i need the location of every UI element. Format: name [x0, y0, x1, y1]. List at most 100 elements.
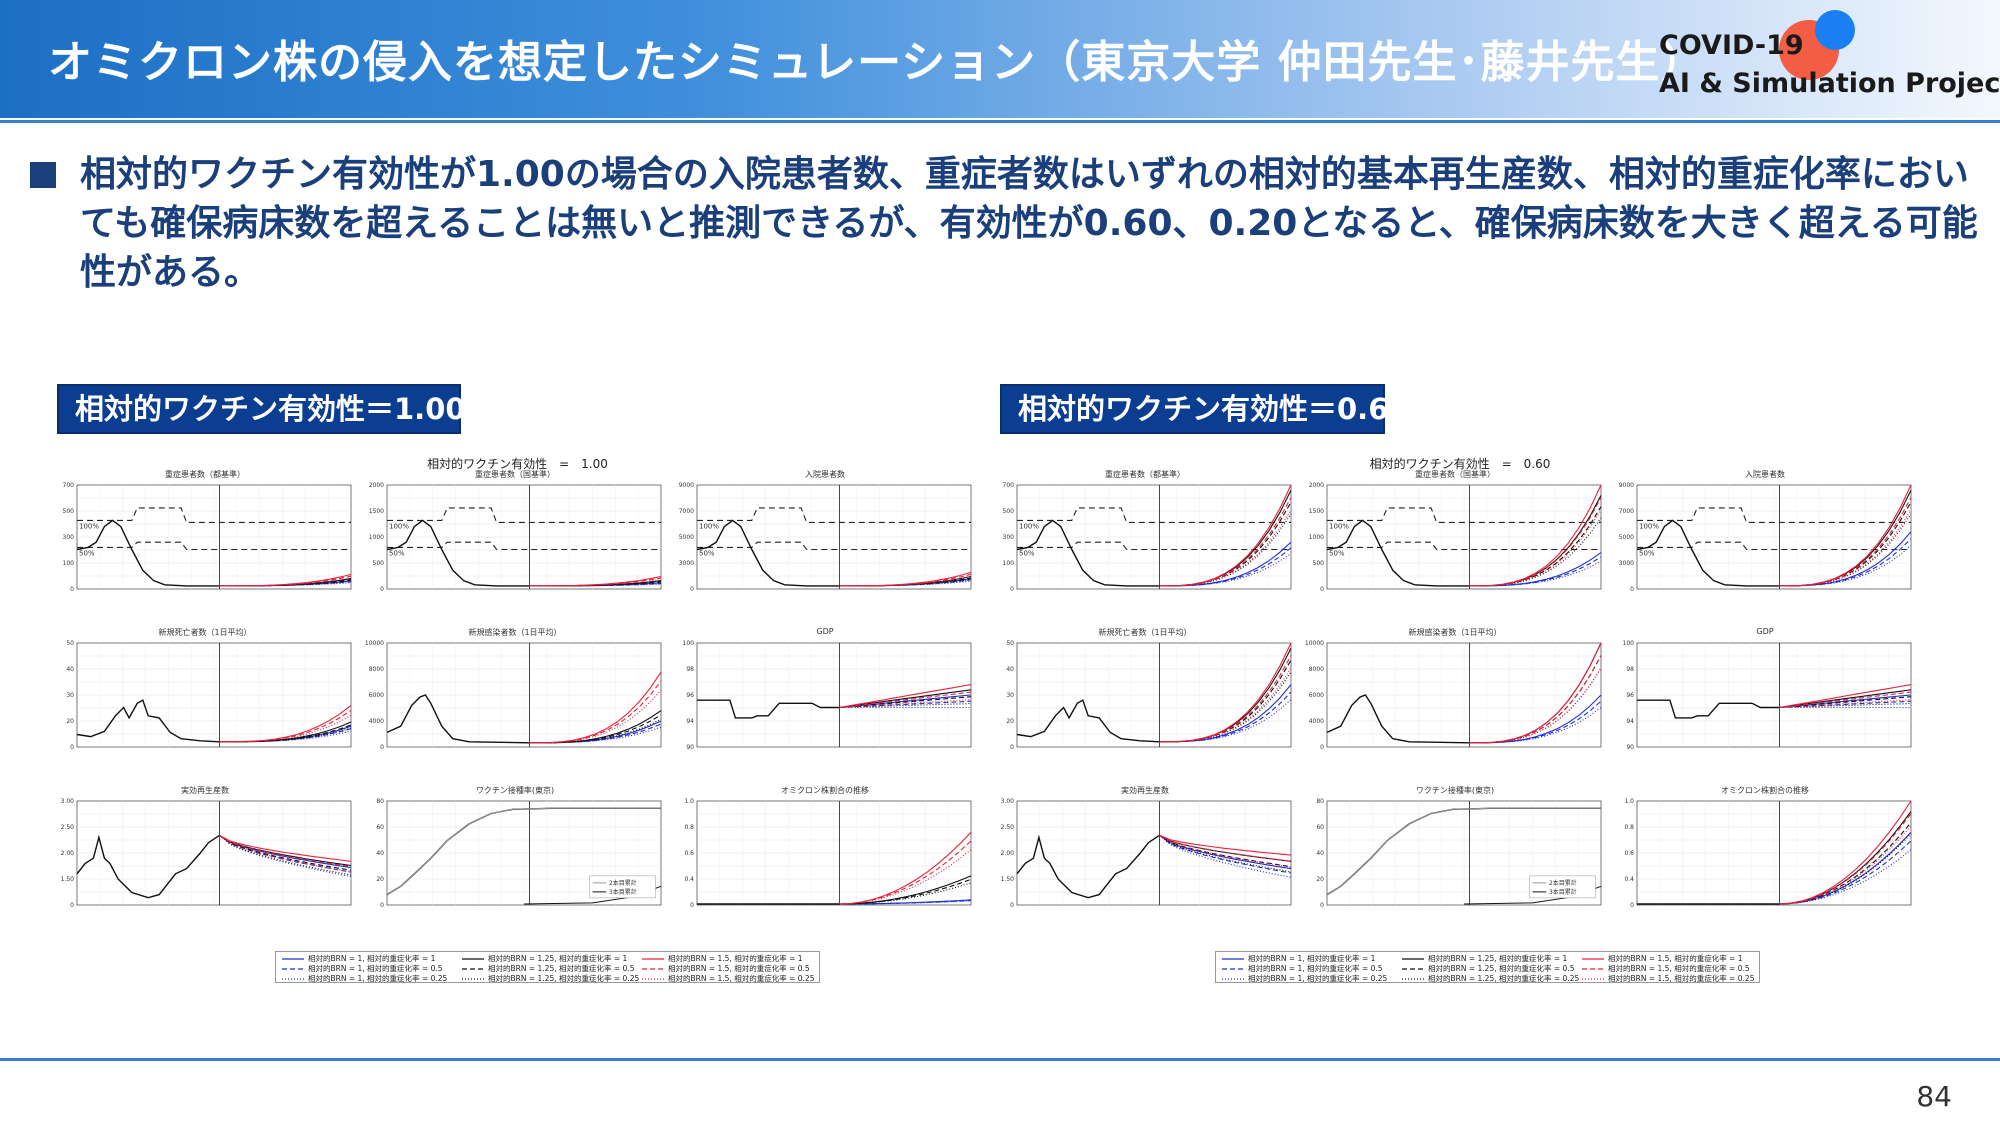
legend-swatch	[1402, 978, 1424, 980]
y-tick-label: 2.50	[1001, 824, 1015, 831]
bed-capacity-50-line	[387, 541, 661, 551]
bed-50-label: 50%	[389, 549, 405, 557]
y-tick-label: 80	[376, 798, 384, 805]
subplot: GDP 100 98 96 94 90	[1615, 627, 1915, 769]
subplot-svg: 3.00 2.50 2.00 1.50 0	[61, 798, 352, 909]
logo-blue-circle	[1815, 10, 1855, 50]
legend-item: 相対的BRN = 1.25, 相対的重症化率 = 0.25	[1402, 973, 1579, 984]
subplot: 重症患者数（都基準） 100% 50% 700 500 300 100 0	[55, 470, 355, 611]
legend-item-label: 相対的BRN = 1.5, 相対的重症化率 = 0.5	[668, 964, 810, 973]
history-series	[1637, 699, 1780, 719]
y-tick-label: 7000	[1619, 508, 1634, 515]
bed-capacity-50-line	[1637, 541, 1911, 551]
subplot: 入院患者数 100% 50% 9000 7000 5000 3000 0	[675, 470, 975, 611]
history-series	[1326, 519, 1470, 587]
subplot: 新規感染者数（1日平均） 10000 8000 6000 4000 0	[365, 628, 665, 769]
scenario-series	[1469, 667, 1602, 744]
scenario-series	[1159, 509, 1292, 587]
scenario-series	[1159, 659, 1292, 743]
bed-100-label: 100%	[1329, 522, 1349, 530]
scenario-series	[839, 575, 972, 587]
bed-50-label: 50%	[1019, 549, 1035, 557]
y-tick-label: 1000	[1309, 534, 1324, 541]
y-tick-label: 1000	[369, 534, 384, 541]
legend-item: 相対的BRN = 1.25, 相対的重症化率 = 1	[1402, 953, 1567, 964]
y-tick-label: 3000	[679, 560, 694, 567]
subplot-svg: 100% 50% 9000 7000 5000 3000 0	[679, 482, 972, 593]
history-series	[1016, 834, 1160, 899]
bed-capacity-50-line	[1327, 541, 1601, 551]
y-tick-label: 60	[1316, 824, 1324, 831]
subplot-title: 重症患者数（都基準）	[165, 470, 245, 479]
scenario-series	[839, 882, 972, 905]
legend-swatch	[1582, 968, 1604, 970]
y-tick-label: 90	[686, 744, 694, 751]
project-logo: COVID-19 AI & Simulation Project	[1655, 10, 2000, 104]
subplot-title: 新規感染者数（1日平均）	[1408, 628, 1502, 637]
scenario-series	[839, 689, 972, 709]
legend-item-label: 相対的BRN = 1.25, 相対的重症化率 = 1	[1428, 954, 1568, 963]
scenario-series	[1779, 501, 1912, 587]
legend-item-label: 相対的BRN = 1.5, 相対的重症化率 = 0.5	[1608, 964, 1750, 973]
legend-swatch	[1222, 968, 1244, 970]
figure-left: 相対的ワクチン有効性 = 1.00 重症患者数（都基準） 100% 50% 700 50…	[55, 455, 980, 983]
scenario-series	[219, 714, 352, 743]
legend-item-label: 相対的BRN = 1, 相対的重症化率 = 0.5	[308, 964, 443, 973]
y-tick-label: 0	[70, 744, 74, 751]
legend-item: 相対的BRN = 1, 相対的重症化率 = 0.5	[1222, 963, 1383, 974]
scenario-series	[1779, 825, 1912, 905]
subplot-svg: 100% 50% 2000 1500 1000 500 0	[1309, 482, 1602, 593]
y-tick-label: 5000	[1619, 534, 1634, 541]
scenario-series	[1159, 691, 1292, 743]
legend-item: 相対的BRN = 1, 相対的重症化率 = 0.5	[282, 963, 443, 974]
scenario-series	[219, 834, 352, 862]
scenario-series	[529, 578, 662, 587]
scenario-series	[1779, 831, 1912, 905]
legend-item-label: 相対的BRN = 1, 相対的重症化率 = 1	[308, 954, 436, 963]
y-tick-label: 40	[66, 666, 74, 673]
y-tick-label: 20	[66, 718, 74, 725]
footer-divider	[0, 1058, 2000, 1061]
y-tick-label: 0	[70, 902, 74, 909]
y-tick-label: 7000	[679, 508, 694, 515]
y-tick-label: 0	[70, 586, 74, 593]
y-tick-label: 0	[380, 902, 384, 909]
legend-swatch	[1222, 958, 1244, 960]
legend-swatch	[1582, 958, 1604, 960]
scenario-series	[839, 696, 972, 709]
bed-100-label: 100%	[1019, 522, 1039, 530]
scenario-series	[839, 702, 972, 709]
y-tick-label: 20	[1316, 876, 1324, 883]
legend-item-label: 相対的BRN = 1, 相対的重症化率 = 1	[1248, 954, 1376, 963]
scenario-series	[1469, 506, 1602, 587]
scenario-series	[1469, 655, 1602, 744]
subplot: GDP 100 98 96 94 90	[675, 627, 975, 769]
y-tick-label: 300	[1003, 534, 1015, 541]
scenario-series	[1159, 834, 1292, 868]
bed-capacity-100-line	[387, 507, 661, 523]
legend-item: 相対的BRN = 1.5, 相対的重症化率 = 0.25	[1582, 973, 1754, 984]
legend-item-label: 相対的BRN = 1.25, 相対的重症化率 = 0.5	[488, 964, 635, 973]
page-number: 84	[1916, 1080, 1952, 1113]
legend-swatch	[1402, 958, 1424, 960]
legend-swatch	[282, 978, 304, 980]
scenario-series	[219, 834, 352, 871]
y-tick-label: 8000	[369, 666, 384, 673]
y-tick-label: 0	[1010, 744, 1014, 751]
subplot-title: GDP	[1756, 627, 1774, 636]
y-tick-label: 94	[1626, 718, 1634, 725]
y-tick-label: 90	[1626, 744, 1634, 751]
scenario-series	[219, 709, 352, 743]
slide-title: オミクロン株の侵入を想定したシミュレーション（東京大学 仲田先生･藤井先生）	[48, 37, 1706, 88]
subplot: 入院患者数 100% 50% 9000 7000 5000 3000 0	[1615, 470, 1915, 611]
y-tick-label: 100	[1623, 640, 1635, 647]
scenario-series	[1469, 556, 1602, 587]
bed-capacity-50-line	[1017, 541, 1291, 551]
bed-100-label: 100%	[699, 522, 719, 530]
bed-100-label: 100%	[79, 522, 99, 530]
y-tick-label: 500	[1003, 508, 1015, 515]
y-tick-label: 0	[380, 586, 384, 593]
scenario-series	[529, 689, 662, 744]
bed-capacity-50-line	[697, 541, 971, 551]
y-tick-label: 1.0	[1624, 798, 1634, 805]
